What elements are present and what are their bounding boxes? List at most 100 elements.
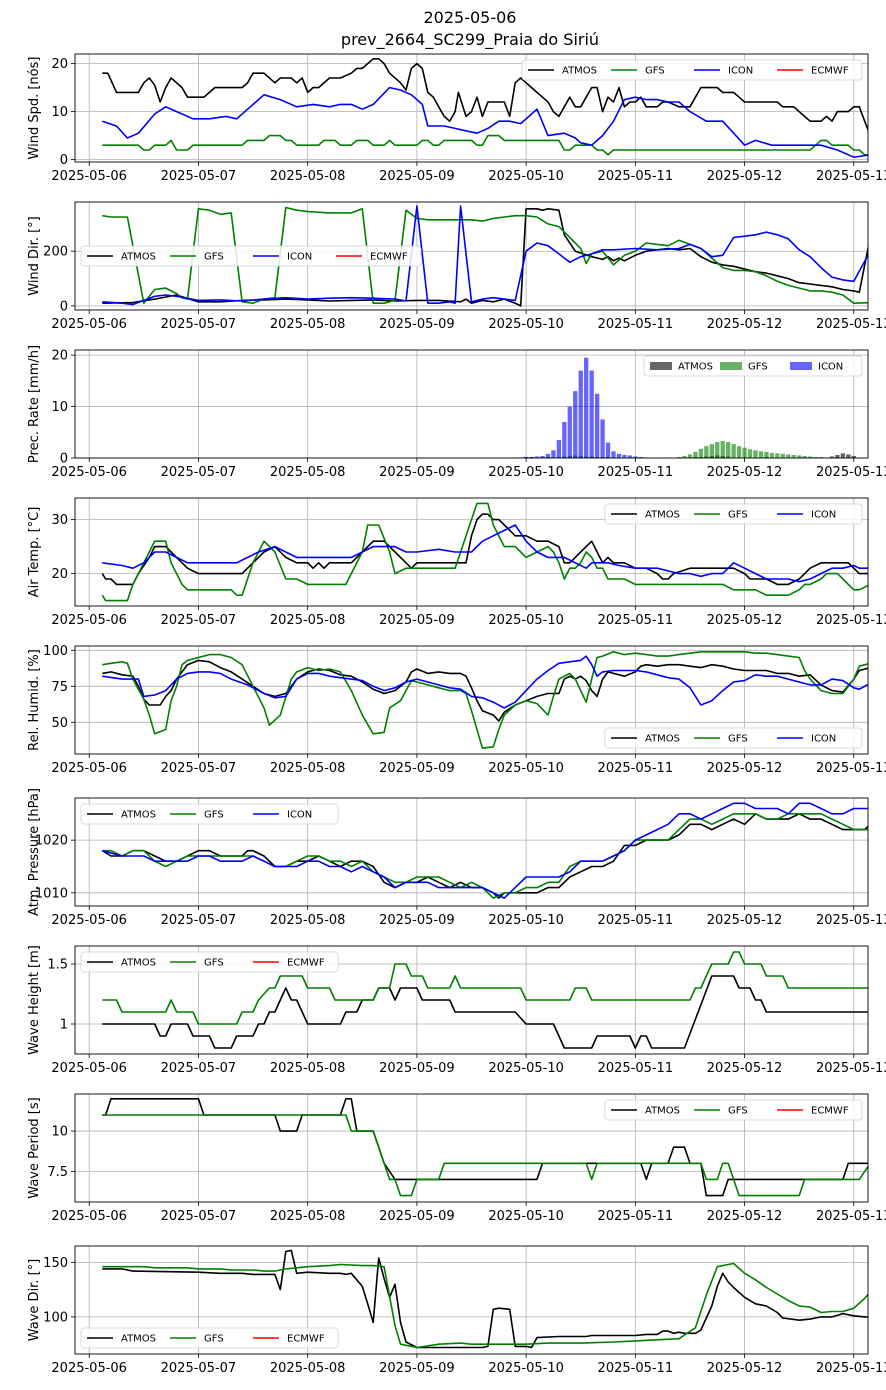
x-tick-label: 2025-05-07 (161, 1061, 237, 1076)
legend-label: ATMOS (121, 252, 156, 263)
x-tick-label: 2025-05-12 (707, 1061, 783, 1076)
y-tick-label: 0 (60, 299, 68, 314)
x-tick-label: 2025-05-11 (598, 169, 674, 184)
x-tick-label: 2025-05-09 (379, 465, 455, 480)
panel-1: 2025-05-06 2025-05-07 2025-05-08 2025-05-09… (27, 53, 886, 184)
x-tick-label: 2025-05-08 (270, 1361, 346, 1376)
plot-area (102, 951, 868, 1049)
legend: ATMOS GFS ECMWF (80, 1327, 339, 1349)
bar-gfs (676, 456, 682, 458)
bar-atmos (829, 456, 835, 458)
y-tick-label: 10 (51, 1125, 68, 1140)
series-line-icon (102, 802, 868, 899)
y-axis-label: Wave Height [m] (27, 945, 42, 1055)
y-axis-label: Rel. Humid. [%] (27, 649, 42, 751)
y-tick-label: 100 (43, 1310, 68, 1325)
bar-icon (567, 406, 572, 458)
x-tick-label: 2025-05-09 (379, 1361, 455, 1376)
x-tick-label: 2025-05-09 (379, 169, 455, 184)
y-tick-label: 10 (51, 105, 68, 120)
x-tick-label: 2025-05-06 (51, 1209, 127, 1224)
legend-label: ICON (287, 252, 312, 263)
series-line-icon (102, 655, 868, 709)
bar-gfs (682, 455, 687, 458)
y-tick-label: 1010 (35, 886, 68, 901)
plot-area (101, 802, 868, 899)
y-tick-label: 0 (60, 452, 68, 467)
legend: ATMOS GFS ICON (80, 803, 339, 825)
panel-9: 2025-05-06 2025-05-07 2025-05-08 2025-05-09… (27, 1245, 886, 1376)
x-tick-label: 2025-05-12 (707, 169, 783, 184)
legend: ATMOS GFS ICON (604, 727, 863, 749)
bar-icon (611, 451, 616, 458)
axes-frame (74, 797, 869, 907)
bar-icon (551, 450, 556, 458)
x-tick-label: 2025-05-08 (270, 169, 346, 184)
series-line-gfs (102, 206, 868, 304)
x-tick-label: 2025-05-13 (816, 1361, 886, 1376)
legend-label: ICON (811, 510, 836, 521)
bar-icon (627, 455, 633, 458)
x-tick-label: 2025-05-06 (51, 169, 127, 184)
x-tick-label: 2025-05-10 (488, 913, 564, 928)
legend-label: ECMWF (811, 1106, 849, 1117)
x-tick-label: 2025-05-13 (816, 613, 886, 628)
bar-atmos (851, 455, 856, 458)
x-tick-label: 2025-05-13 (816, 913, 886, 928)
y-tick-label: 20 (51, 349, 68, 364)
x-tick-label: 2025-05-12 (707, 761, 783, 776)
x-tick-label: 2025-05-08 (270, 913, 346, 928)
plot-area (102, 205, 868, 307)
legend-label: GFS (645, 66, 665, 77)
x-tick-label: 2025-05-06 (51, 613, 127, 628)
legend-label: ATMOS (121, 810, 156, 821)
legend-label: ATMOS (121, 958, 156, 969)
axes-frame (74, 349, 869, 459)
bar-gfs (693, 451, 698, 458)
legend: ATMOS GFS ICON ECMWF (80, 245, 422, 267)
legend-label: ECMWF (287, 1334, 325, 1345)
bar-gfs (786, 454, 791, 458)
series-line-atmos (102, 208, 868, 307)
x-tick-label: 2025-05-07 (161, 613, 237, 628)
x-tick-label: 2025-05-13 (816, 169, 886, 184)
legend: ATMOS GFS ICON (604, 503, 863, 525)
x-tick-label: 2025-05-11 (598, 1061, 674, 1076)
legend-label: ICON (728, 66, 753, 77)
y-tick-label: 75 (51, 680, 68, 695)
series-line-gfs (102, 134, 868, 156)
bar-atmos (846, 454, 851, 458)
axes-frame (74, 1093, 869, 1203)
bar-gfs (818, 456, 824, 458)
x-tick-label: 2025-05-06 (51, 1061, 127, 1076)
y-tick-label: 10 (51, 400, 68, 415)
bar-icon (573, 391, 578, 458)
bar-icon (589, 370, 594, 458)
x-tick-label: 2025-05-09 (379, 317, 455, 332)
bar-icon (556, 440, 562, 458)
legend-label: ICON (818, 362, 843, 373)
y-axis-label: Prec. Rate [mm/h] (27, 345, 42, 463)
x-tick-label: 2025-05-12 (707, 613, 783, 628)
x-tick-label: 2025-05-07 (161, 761, 237, 776)
bar-icon (638, 456, 643, 458)
y-tick-label: 100 (43, 644, 68, 659)
series-line-atmos (101, 513, 868, 586)
y-axis-label: Wind Spd. [nós] (27, 57, 42, 160)
x-tick-label: 2025-05-12 (707, 1209, 783, 1224)
bar-gfs (736, 446, 742, 458)
x-tick-label: 2025-05-10 (488, 1209, 564, 1224)
bar-gfs (802, 455, 807, 458)
series-line-atmos (102, 659, 868, 722)
panel-7: 2025-05-06 2025-05-07 2025-05-08 2025-05-09… (27, 945, 886, 1076)
panel-5: 2025-05-06 2025-05-07 2025-05-08 2025-05-09… (27, 644, 886, 776)
legend-label: ICON (287, 810, 312, 821)
legend-label: ATMOS (645, 510, 680, 521)
x-tick-label: 2025-05-11 (598, 317, 674, 332)
axes-frame (74, 201, 869, 311)
bar-gfs (758, 451, 764, 458)
bar-icon (584, 357, 589, 458)
x-tick-label: 2025-05-08 (270, 465, 346, 480)
bar-icon (605, 442, 611, 458)
series-line-gfs (102, 1262, 868, 1349)
